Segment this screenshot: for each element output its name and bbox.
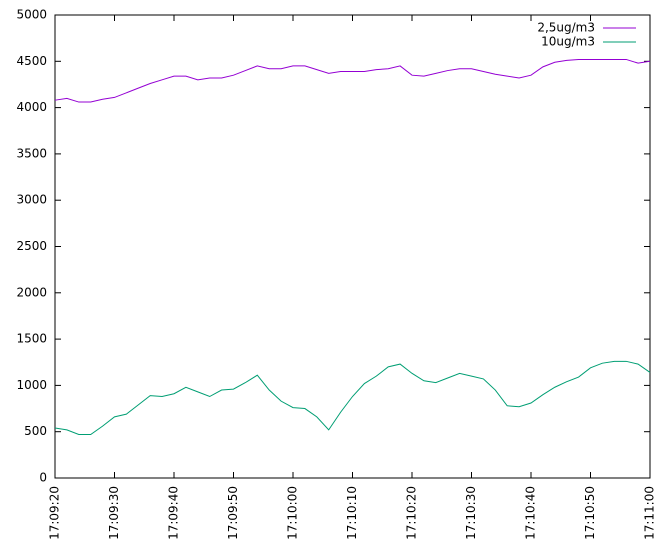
y-tick-label: 4000 bbox=[16, 100, 47, 114]
y-tick-label: 1000 bbox=[16, 378, 47, 392]
x-tick-label: 17:10:00 bbox=[286, 486, 300, 540]
data-line bbox=[54, 58, 651, 103]
y-tick-label: 2000 bbox=[16, 285, 47, 299]
x-tick-label: 17:10:20 bbox=[405, 486, 419, 540]
y-tick-label: 0 bbox=[39, 471, 47, 485]
x-tick-label: 17:10:50 bbox=[583, 486, 597, 540]
x-tick-label: 17:09:20 bbox=[48, 486, 62, 540]
x-tick-label: 17:09:30 bbox=[107, 486, 121, 540]
x-tick-label: 17:10:30 bbox=[464, 486, 478, 540]
data-line bbox=[54, 360, 651, 435]
x-tick-label: 17:11:00 bbox=[643, 486, 657, 540]
y-tick-label: 2500 bbox=[16, 239, 47, 253]
legend-label: 10ug/m3 bbox=[541, 35, 595, 49]
plot-frame bbox=[54, 14, 651, 479]
x-tick-label: 17:10:10 bbox=[345, 486, 359, 540]
y-tick-label: 500 bbox=[24, 424, 47, 438]
legend-label: 2,5ug/m3 bbox=[537, 21, 595, 35]
x-tick-label: 17:09:50 bbox=[226, 486, 240, 540]
x-tick-label: 17:10:40 bbox=[524, 486, 538, 540]
y-tick-label: 4500 bbox=[16, 54, 47, 68]
x-tick-label: 17:09:40 bbox=[167, 486, 181, 540]
y-tick-label: 1500 bbox=[16, 332, 47, 346]
y-tick-label: 5000 bbox=[16, 8, 47, 22]
y-tick-label: 3500 bbox=[16, 146, 47, 160]
y-tick-label: 3000 bbox=[16, 193, 47, 207]
